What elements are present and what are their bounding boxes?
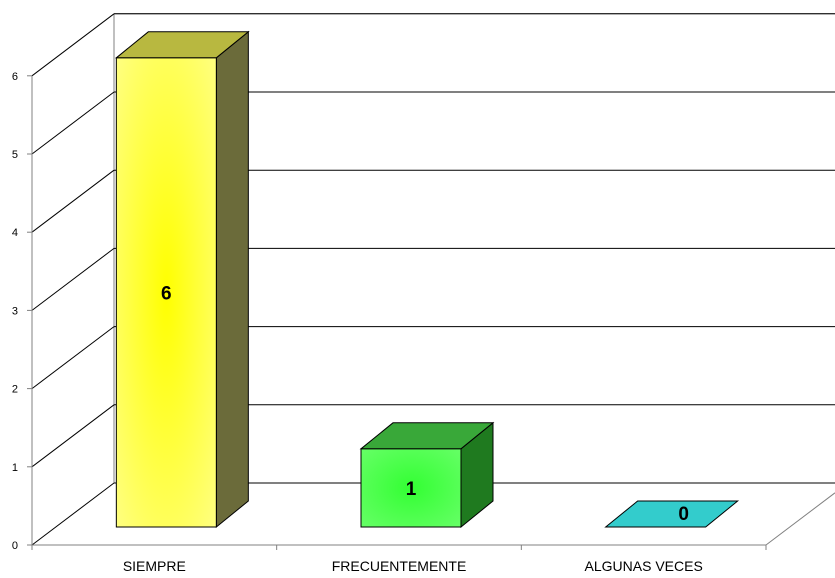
gridline-side-5 (31, 91, 115, 155)
y-tick-label-5: 5 (12, 149, 18, 161)
gridline-side-2 (31, 326, 115, 389)
bar-siempre: 6 (114, 30, 250, 529)
bar-top (114, 31, 250, 59)
gridline-side-0 (31, 482, 115, 546)
bar-frecuentemente: 1 (359, 421, 495, 529)
y-tick-label-2: 2 (12, 384, 18, 396)
x-tick-label-0: SIEMPRE (123, 558, 186, 574)
y-tick-label-6: 6 (12, 71, 18, 83)
gridline-side-1 (31, 404, 115, 468)
floor-right-edge (765, 492, 835, 546)
y-tick-label-1: 1 (12, 462, 18, 474)
data-label: 6 (161, 283, 172, 304)
gridline-side-3 (31, 248, 115, 311)
bar-algunas-veces: 0 (604, 500, 740, 528)
data-label: 0 (678, 504, 689, 525)
y-tick-label-3: 3 (12, 305, 18, 317)
bar-side (215, 30, 249, 529)
y-tick-label-0: 0 (12, 540, 18, 552)
y-axis-ticks: 0 1 2 3 4 5 6 (12, 71, 32, 552)
x-tick-label-1: FRECUENTEMENTE (332, 558, 467, 574)
y-tick-label-4: 4 (12, 227, 18, 239)
bar-top (604, 500, 740, 528)
bar-front (115, 57, 217, 528)
bars: 6 1 0 (114, 30, 740, 529)
x-tick-label-2: ALGUNAS VECES (585, 558, 703, 574)
bar-front (360, 448, 462, 528)
data-label: 1 (406, 479, 417, 500)
gridline-side-4 (31, 169, 115, 233)
x-axis-labels: SIEMPRE FRECUENTEMENTE ALGUNAS VECES (123, 558, 703, 574)
gridline-side-6 (31, 13, 115, 77)
bar-top (359, 422, 495, 450)
